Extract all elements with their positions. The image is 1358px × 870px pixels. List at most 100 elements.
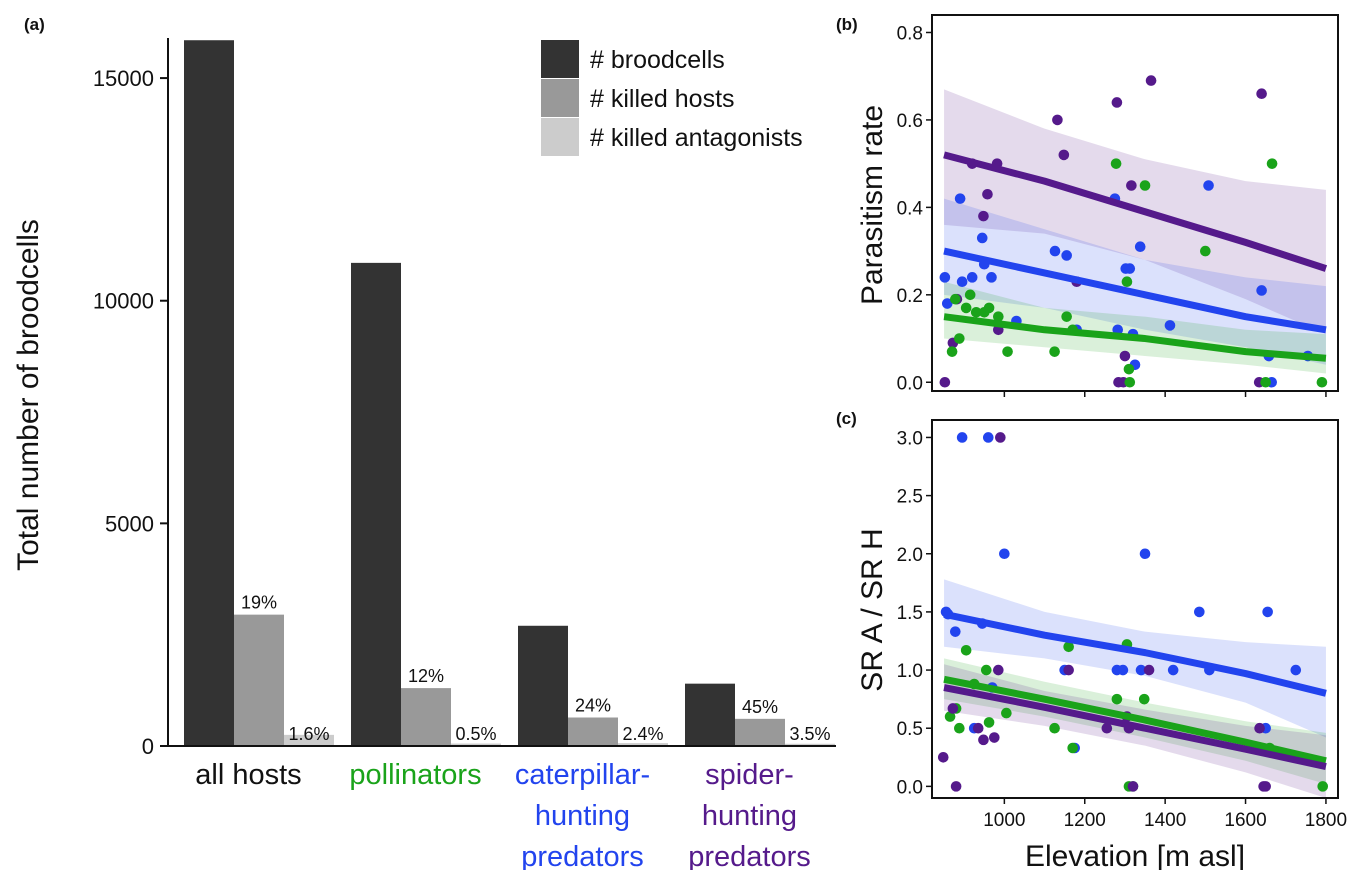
- point-caterpillar: [954, 193, 966, 204]
- category-label: hunting: [535, 800, 630, 832]
- panel-a-bar-chart: (a) Total number of broodcells 19% 12% 24%…: [12, 15, 836, 870]
- panel-c-y-axis-label: SR A / SR H: [856, 528, 889, 691]
- point-pollinators: [1316, 376, 1328, 388]
- point-spider: [1260, 781, 1271, 792]
- bar-1-1: [401, 688, 451, 746]
- point-pollinators: [1200, 245, 1211, 257]
- bar-0-0: [184, 40, 234, 746]
- point-pollinators: [1067, 742, 1078, 754]
- pct-label-killed-antagonists: 0.5%: [455, 724, 496, 744]
- legend-label: # killed antagonists: [590, 124, 803, 152]
- point-pollinators: [954, 333, 965, 344]
- point-pollinators: [1266, 158, 1278, 169]
- bar-0-1: [234, 614, 284, 746]
- category-label: predators: [521, 841, 644, 870]
- point-caterpillar: [1203, 180, 1214, 191]
- point-pollinators: [960, 644, 972, 656]
- y-tick-label: 0.0: [897, 373, 923, 394]
- point-caterpillar: [976, 232, 988, 244]
- point-pollinators: [950, 293, 961, 305]
- point-spider: [1143, 664, 1155, 676]
- fit-line-spider: [943, 684, 1327, 771]
- point-pollinators: [964, 289, 976, 301]
- y-tick-label: 0.2: [897, 286, 923, 307]
- y-tick-label: 1.5: [897, 603, 923, 624]
- point-pollinators: [944, 711, 956, 722]
- point-caterpillar: [1117, 664, 1129, 676]
- y-tick-label: 2.5: [897, 487, 923, 508]
- y-tick-label: 15000: [93, 66, 154, 91]
- point-spider: [950, 781, 962, 792]
- point-pollinators: [980, 664, 992, 676]
- point-caterpillar: [1194, 606, 1205, 618]
- panel-b-scatter-chart: (b) Parasitism rate 0.0 0.2 0.4 0.6 0.8: [836, 14, 1339, 397]
- panel-b-plot-area: 0.0 0.2 0.4 0.6 0.8: [897, 14, 1339, 397]
- bar-2-1: [568, 717, 618, 746]
- point-spider: [972, 722, 984, 734]
- point-caterpillar: [982, 432, 994, 443]
- point-pollinators: [1138, 693, 1150, 705]
- point-pollinators: [1049, 346, 1060, 357]
- point-spider: [978, 210, 989, 222]
- legend-label: # broodcells: [590, 46, 725, 74]
- pct-label-killed-antagonists: 2.4%: [622, 724, 663, 744]
- y-tick-label: 5000: [105, 511, 154, 536]
- point-pollinators: [1002, 346, 1013, 357]
- point-spider: [1111, 97, 1123, 108]
- pct-label-killed-hosts: 45%: [742, 697, 778, 717]
- bar-3-2: [785, 743, 835, 746]
- bar-2-0: [518, 625, 568, 746]
- category-label: predators: [688, 841, 811, 870]
- point-pollinators: [1061, 311, 1072, 322]
- point-pollinators: [1110, 158, 1122, 169]
- category-label: pollinators: [349, 759, 481, 791]
- panel-a-bars: [184, 40, 835, 746]
- point-caterpillar: [939, 272, 951, 283]
- y-tick-label: 0.8: [897, 23, 923, 44]
- y-tick-label: 0.6: [897, 111, 923, 132]
- category-label: caterpillar-: [515, 759, 650, 791]
- point-pollinators: [1260, 376, 1271, 388]
- x-tick-label: 1600: [1224, 810, 1266, 831]
- panel-c-scatter-chart: (c) SR A / SR H Elevation [m asl] 0.0 0.5…: [836, 409, 1347, 870]
- bar-0-2: [284, 734, 334, 746]
- point-spider: [982, 188, 993, 200]
- point-spider: [978, 734, 989, 746]
- y-tick-label: 0.0: [897, 777, 923, 798]
- fit-line-caterpillar: [943, 247, 1327, 334]
- x-tick-label: 1200: [1064, 810, 1106, 831]
- bar-2-2: [618, 743, 668, 746]
- bar-1-2: [451, 743, 501, 746]
- point-caterpillar: [1139, 548, 1151, 560]
- point-pollinators: [954, 722, 965, 734]
- panel-c-label: (c): [836, 409, 857, 428]
- y-tick-label: 0.5: [897, 719, 923, 740]
- legend-swatch: [541, 79, 579, 117]
- panel-a-label: (a): [24, 15, 45, 34]
- point-caterpillar: [1164, 320, 1176, 331]
- point-spider: [947, 703, 959, 714]
- point-spider: [1145, 75, 1157, 86]
- x-tick-label: 1400: [1144, 810, 1186, 831]
- point-spider: [993, 664, 1004, 676]
- point-caterpillar: [999, 548, 1010, 560]
- point-spider: [1126, 180, 1137, 191]
- point-spider: [1058, 149, 1070, 161]
- point-caterpillar: [1256, 285, 1267, 296]
- plot-frame: [931, 14, 1339, 392]
- y-tick-label: 0: [142, 734, 154, 759]
- pct-label-killed-antagonists: 1.6%: [288, 724, 329, 744]
- bar-3-0: [685, 683, 735, 746]
- point-caterpillar: [1167, 664, 1179, 676]
- panel-a-y-axis-label: Total number of broodcells: [12, 219, 45, 571]
- point-spider: [1063, 664, 1074, 676]
- legend-swatch: [541, 118, 579, 156]
- confidence-band-caterpillar: [944, 198, 1326, 365]
- panel-a-legend: # broodcells # killed hosts # killed antag…: [541, 40, 803, 156]
- pct-label-killed-antagonists: 3.5%: [789, 724, 830, 744]
- pct-label-killed-hosts: 19%: [241, 593, 277, 613]
- panel-a-category-labels: all hosts pollinators caterpillar-hunting p…: [195, 759, 810, 870]
- category-label: all hosts: [195, 759, 301, 791]
- y-tick-label: 3.0: [897, 428, 923, 449]
- point-pollinators: [993, 311, 1004, 322]
